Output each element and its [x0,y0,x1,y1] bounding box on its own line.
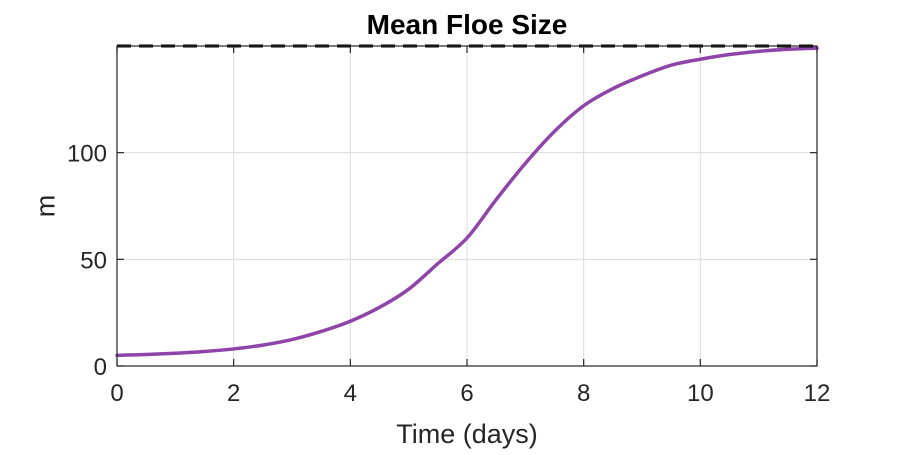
x-tick-label: 4 [344,380,357,407]
x-tick-label: 12 [804,380,831,407]
axis-ticks: 0 2 4 6 8 10 12 0 50 100 [67,46,830,407]
x-tick-label: 2 [227,380,240,407]
y-tick-label: 100 [67,141,107,168]
x-axis-label: Time (days) [396,419,538,449]
x-tick-label: 10 [687,380,714,407]
x-tick-label: 8 [577,380,590,407]
y-axis-label: m [30,195,60,218]
grid [116,46,818,367]
mean-floe-size-line [115,46,819,358]
x-tick-label: 6 [460,380,473,407]
y-tick-label: 50 [80,247,107,274]
chart-title: Mean Floe Size [367,9,568,40]
y-tick-label: 0 [94,354,107,381]
x-tick-label: 0 [110,380,123,407]
